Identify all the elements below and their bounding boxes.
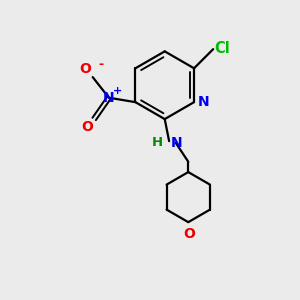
Text: +: + <box>112 86 122 96</box>
Text: N: N <box>171 136 182 150</box>
Text: N: N <box>103 91 115 105</box>
Text: N: N <box>198 95 209 109</box>
Text: O: O <box>80 62 91 76</box>
Text: H: H <box>152 136 163 149</box>
Text: Cl: Cl <box>215 41 230 56</box>
Text: -: - <box>99 58 104 70</box>
Text: O: O <box>183 227 195 242</box>
Text: O: O <box>81 120 93 134</box>
